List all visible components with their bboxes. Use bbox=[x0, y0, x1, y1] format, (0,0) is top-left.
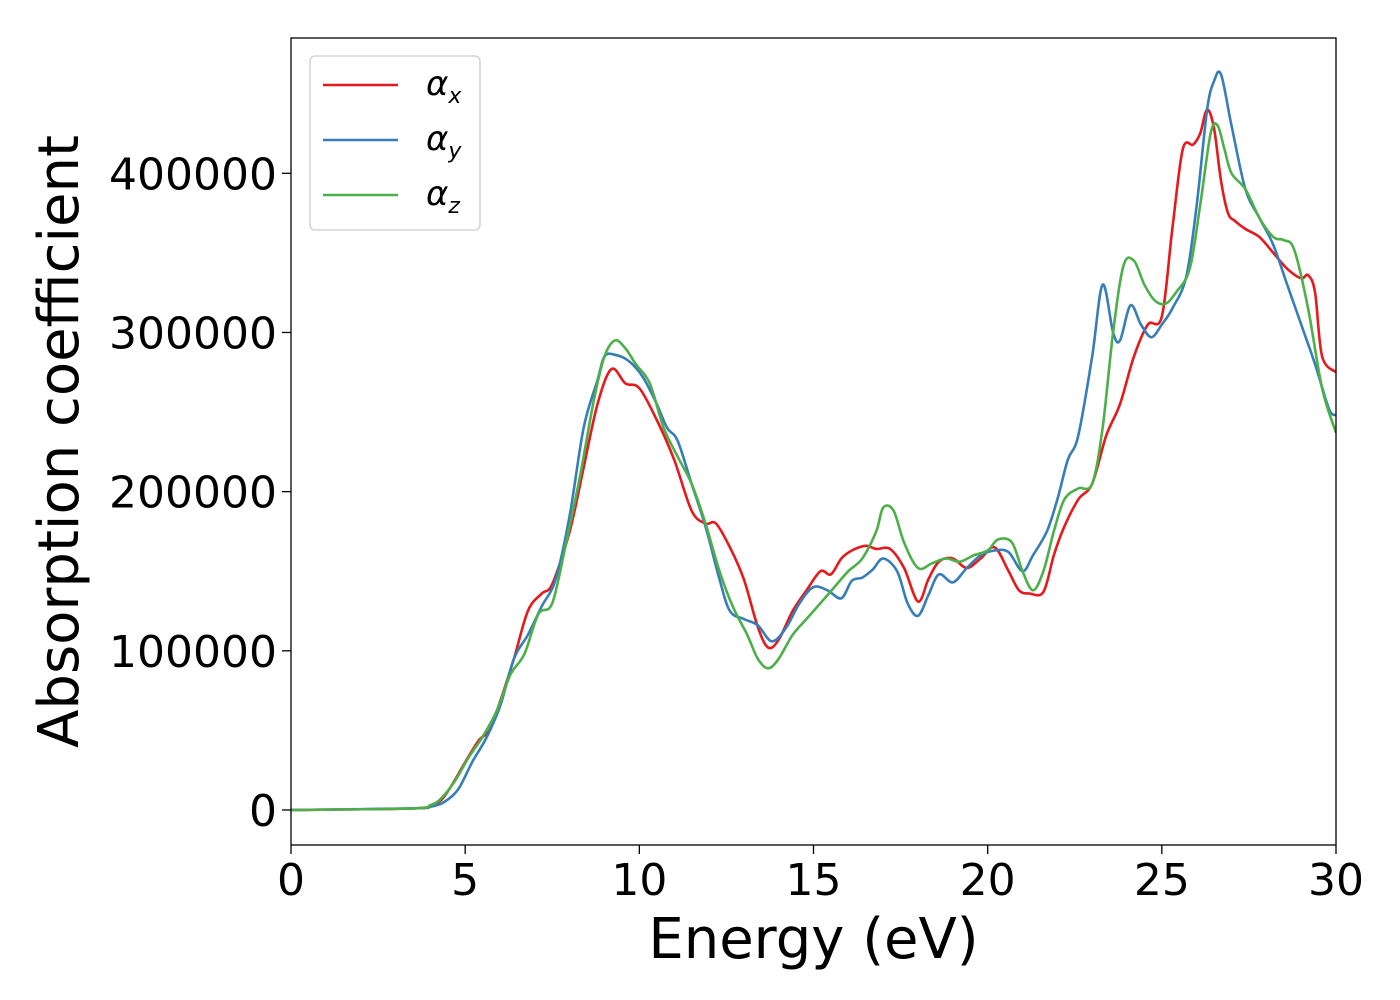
legend-box bbox=[309, 55, 481, 231]
x-tick-label: 30 bbox=[1308, 855, 1364, 906]
x-tick-label: 5 bbox=[451, 855, 479, 906]
y-axis-ticks: 0 100000 200000 300000 400000 bbox=[109, 149, 291, 837]
x-tick-label: 10 bbox=[611, 855, 667, 906]
series-line-alpha-z bbox=[291, 122, 1336, 812]
legend-label-alpha-y: αy bbox=[426, 119, 462, 164]
y-tick-label: 100000 bbox=[109, 627, 277, 678]
x-tick-label: 0 bbox=[277, 855, 305, 906]
x-tick-label: 25 bbox=[1134, 855, 1190, 906]
y-tick-label: 300000 bbox=[109, 308, 277, 359]
legend-label-alpha-x: αx bbox=[426, 64, 462, 109]
y-axis-label: Absorption coefficient bbox=[27, 135, 92, 748]
y-tick-label: 400000 bbox=[109, 149, 277, 200]
y-tick-label: 0 bbox=[249, 786, 277, 837]
x-axis-label: Energy (eV) bbox=[648, 907, 978, 972]
x-tick-label: 15 bbox=[786, 855, 842, 906]
series-line-alpha-y bbox=[291, 70, 1336, 812]
series-lines bbox=[291, 70, 1336, 812]
x-axis-ticks: 0 5 10 15 20 25 30 bbox=[277, 845, 1364, 906]
x-tick-label: 20 bbox=[960, 855, 1016, 906]
y-tick-label: 200000 bbox=[109, 468, 277, 519]
